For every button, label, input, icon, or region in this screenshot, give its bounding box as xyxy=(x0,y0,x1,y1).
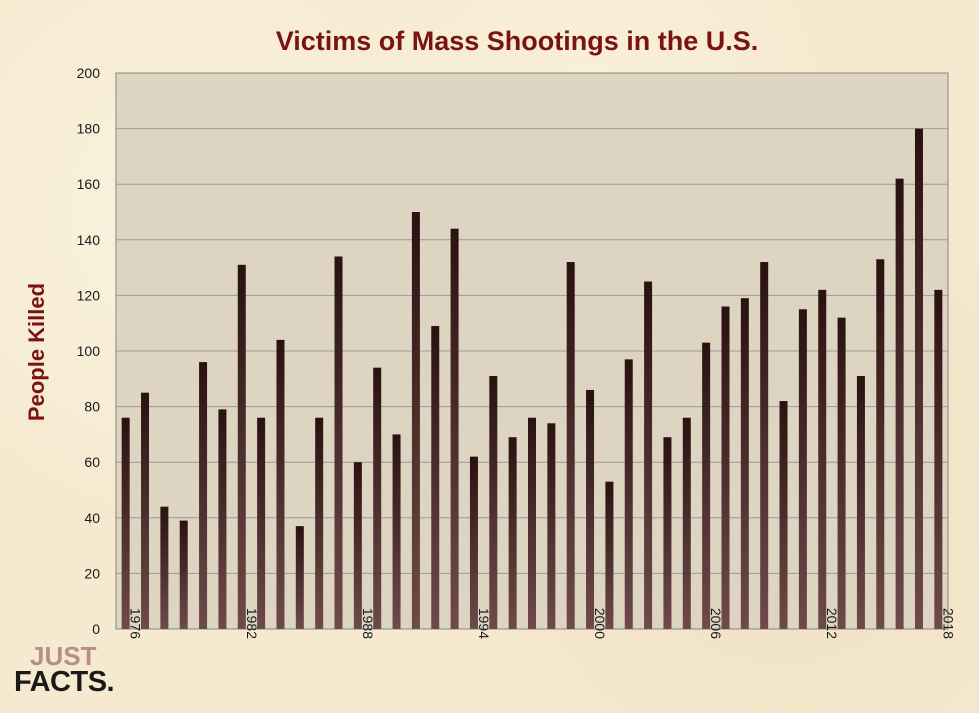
x-tick-labels: 1976 1982 1988 1994 2000 2006 2012 2018 xyxy=(128,608,957,639)
bar-1984 xyxy=(276,339,285,629)
bar-1978 xyxy=(160,506,169,629)
bar-2018 xyxy=(934,289,943,629)
y-tick-label: 40 xyxy=(84,510,100,526)
bar-1997 xyxy=(528,417,536,629)
bar-1991 xyxy=(411,212,420,629)
bar-2008 xyxy=(740,298,749,629)
bar-2010 xyxy=(779,401,788,629)
bar-1980 xyxy=(199,362,208,629)
bar-2000 xyxy=(586,389,595,629)
bar-1992 xyxy=(431,325,440,629)
bar-2011 xyxy=(798,309,807,629)
bar-1990 xyxy=(392,434,401,629)
bar-1982 xyxy=(237,264,246,629)
bar-1999 xyxy=(566,262,575,629)
y-tick-label: 0 xyxy=(92,621,100,637)
bar-2007 xyxy=(721,306,730,629)
y-tick-label: 140 xyxy=(77,232,101,248)
y-tick-label: 160 xyxy=(77,176,101,192)
bar-1977 xyxy=(141,392,150,629)
bars xyxy=(121,128,943,629)
x-tick-label: 2006 xyxy=(708,608,724,639)
bar-1987 xyxy=(334,256,343,629)
y-axis-label: People Killed xyxy=(24,283,49,421)
y-tick-label: 100 xyxy=(77,343,101,359)
x-tick-label: 2000 xyxy=(592,608,608,639)
x-tick-label: 1982 xyxy=(244,608,260,639)
bar-1985 xyxy=(295,526,304,629)
y-tick-label: 20 xyxy=(84,565,100,581)
bar-2004 xyxy=(663,437,672,629)
y-tick-label: 60 xyxy=(84,454,100,470)
logo-line-2: FACTS. xyxy=(14,665,115,698)
bar-2002 xyxy=(624,359,633,629)
y-tick-label: 80 xyxy=(84,399,100,415)
bar-2001 xyxy=(605,481,614,629)
gridlines xyxy=(116,128,948,574)
chart-title: Victims of Mass Shootings in the U.S. xyxy=(276,26,759,56)
bar-2016 xyxy=(895,178,904,629)
x-tick-label: 2012 xyxy=(824,608,840,639)
bar-1983 xyxy=(257,417,266,629)
y-tick-labels: 0 20 40 60 80 100 120 140 160 180 200 xyxy=(77,65,101,637)
bar-1976 xyxy=(121,417,130,629)
bar-2013 xyxy=(837,317,846,629)
x-tick-label: 1994 xyxy=(476,608,492,639)
logo-line-1: JUST xyxy=(30,641,97,671)
x-tick-label: 1976 xyxy=(128,608,144,639)
bar-1996 xyxy=(508,437,517,629)
y-tick-label: 120 xyxy=(77,287,101,303)
y-tick-label: 180 xyxy=(77,121,101,137)
bar-2014 xyxy=(856,376,865,629)
x-tick-label: 2018 xyxy=(940,608,956,639)
bar-2015 xyxy=(876,259,885,629)
bar-1989 xyxy=(373,367,382,629)
bar-1988 xyxy=(353,462,362,629)
bar-1998 xyxy=(547,423,556,629)
y-tick-label: 200 xyxy=(77,65,101,81)
bar-2005 xyxy=(682,417,691,629)
bar-2012 xyxy=(818,289,827,629)
bar-2009 xyxy=(760,262,769,629)
bar-2003 xyxy=(644,281,653,629)
just-facts-logo: JUST FACTS. xyxy=(14,641,115,698)
bar-1995 xyxy=(489,376,498,629)
bar-1986 xyxy=(315,417,324,629)
bar-1979 xyxy=(179,520,188,629)
x-tick-label: 1988 xyxy=(360,608,376,639)
bar-2006 xyxy=(702,342,711,629)
bar-1993 xyxy=(450,228,459,629)
bar-1981 xyxy=(218,409,227,629)
bar-1994 xyxy=(469,456,478,629)
bar-2017 xyxy=(914,128,923,629)
